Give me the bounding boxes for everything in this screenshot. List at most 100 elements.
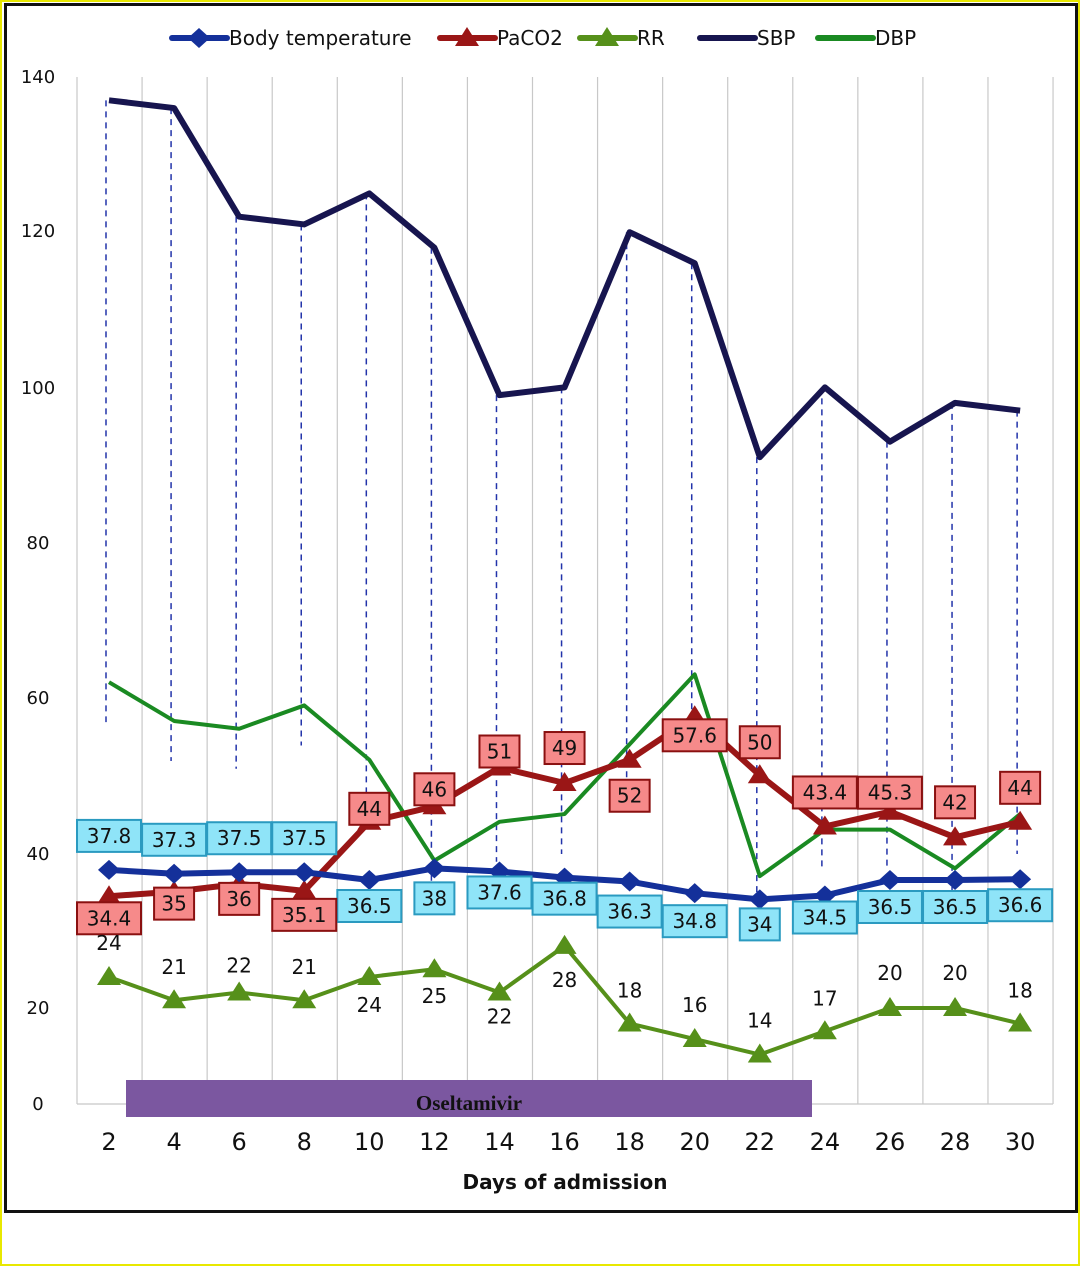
- legend-label: SBP: [757, 26, 795, 50]
- data-labels: 37.8 37.3 37.5 37.5 36.5 38 37.6 36.8 36.3 34.8 34…: [76, 718, 1054, 1033]
- data-label-box: [791, 900, 858, 935]
- data-label: 25: [422, 984, 447, 1008]
- legend-triangle-icon: [595, 27, 619, 46]
- x-tick-label: 6: [232, 1128, 247, 1156]
- x-tick-label: 28: [940, 1128, 971, 1156]
- x-tick-label: 24: [810, 1128, 841, 1156]
- data-point-triangle: [292, 989, 317, 1009]
- data-point-triangle: [487, 981, 512, 1001]
- data-label-box: [76, 818, 142, 853]
- data-label: 24: [357, 993, 382, 1017]
- data-label: 37.5: [217, 826, 262, 850]
- data-label: 17: [812, 986, 837, 1010]
- data-label-box: [922, 889, 989, 924]
- data-label-box: [466, 875, 533, 910]
- data-point-triangle: [877, 800, 902, 820]
- data-label: 36.5: [347, 894, 392, 918]
- data-label: 28: [552, 968, 577, 992]
- data-label: 51: [487, 740, 512, 764]
- data-label: 37.8: [87, 824, 132, 848]
- data-label-box: [531, 881, 598, 916]
- data-point-triangle: [227, 981, 252, 1001]
- data-point-triangle: [617, 748, 642, 768]
- data-label: 37.3: [152, 828, 197, 852]
- data-label: 16: [682, 993, 707, 1017]
- chart-frame: [4, 3, 1078, 1213]
- x-tick-label: 26: [875, 1128, 906, 1156]
- data-point-diamond: [423, 858, 446, 879]
- x-tick-label: 18: [614, 1128, 645, 1156]
- x-tick-label: 20: [679, 1128, 710, 1156]
- data-label: 35.1: [282, 903, 327, 927]
- data-label-box: [987, 888, 1054, 923]
- data-label: 37.6: [477, 880, 522, 904]
- x-tick-label: 8: [297, 1128, 312, 1156]
- data-point-triangle: [1008, 1012, 1033, 1032]
- data-point-triangle: [292, 879, 317, 899]
- data-label: 34.8: [672, 909, 717, 933]
- data-label-box: [934, 785, 977, 820]
- series-line-dbp: [107, 672, 1022, 879]
- data-label: 46: [422, 777, 447, 801]
- y-tick-label: 60: [27, 688, 50, 709]
- legend-label: Body temperature: [229, 26, 412, 50]
- legend: Body temperature PaCO2 RR SBP DBP: [169, 26, 916, 50]
- data-label: 44: [357, 797, 382, 821]
- treatment-bar-group: Oseltamivir: [126, 1080, 812, 1117]
- data-point-diamond: [228, 862, 251, 883]
- data-point-triangle: [97, 965, 121, 985]
- data-label-box: [218, 881, 261, 916]
- y-tick-label: 140: [21, 67, 55, 88]
- data-label: 52: [617, 784, 642, 808]
- data-label: 22: [226, 953, 251, 977]
- data-label-box: [271, 821, 338, 856]
- data-label-box: [738, 907, 781, 942]
- data-label: 36.8: [542, 887, 587, 911]
- data-label: 43.4: [803, 780, 848, 804]
- data-label: 21: [292, 955, 317, 979]
- data-label-box: [271, 897, 338, 932]
- data-label-box: [661, 904, 728, 939]
- data-label: 21: [161, 955, 186, 979]
- data-point-triangle: [812, 815, 837, 835]
- data-label: 42: [942, 790, 967, 814]
- data-point-diamond: [944, 869, 967, 890]
- data-label: 38: [422, 886, 447, 910]
- x-tick-label: 14: [484, 1128, 515, 1156]
- data-label: 37.5: [282, 826, 327, 850]
- data-label: 20: [877, 961, 902, 985]
- data-point-triangle: [1008, 810, 1033, 830]
- data-label: 18: [1007, 979, 1032, 1003]
- data-label-box: [348, 791, 391, 826]
- data-label: 18: [617, 979, 642, 1003]
- data-point-diamond: [163, 863, 186, 884]
- y-tick-label: 80: [27, 533, 50, 554]
- data-label-box: [141, 822, 208, 857]
- oseltamivir-label: Oseltamivir: [416, 1091, 522, 1115]
- data-label-box: [661, 718, 728, 753]
- x-axis-ticks: 2 4 6 8 10 12 14 16 18 20 22 24 26 28 30: [101, 1128, 1035, 1156]
- x-axis-title: Days of admission: [463, 1170, 668, 1194]
- data-label: 44: [1007, 776, 1032, 800]
- data-point-triangle: [617, 1012, 642, 1032]
- y-tick-label: 40: [27, 844, 50, 865]
- data-label: 36.5: [933, 895, 978, 919]
- data-point-triangle: [877, 997, 902, 1016]
- series-line-sbp: [108, 97, 1021, 461]
- data-label-box: [999, 770, 1042, 805]
- y-axis-ticks: 0 20 40 60 80 100 120 140: [21, 67, 55, 1115]
- legend-label: DBP: [875, 26, 916, 50]
- data-label: 34.4: [87, 906, 132, 930]
- data-label: 22: [487, 1004, 512, 1028]
- data-point-triangle: [943, 997, 968, 1016]
- data-label-box: [543, 731, 586, 766]
- data-label: 14: [747, 1009, 772, 1033]
- data-label: 35: [161, 892, 186, 916]
- data-label-box: [336, 888, 403, 923]
- data-label-box: [856, 775, 923, 810]
- x-tick-label: 4: [166, 1128, 181, 1156]
- legend-label: RR: [637, 26, 665, 50]
- data-point-triangle: [422, 958, 447, 978]
- x-tick-label: 2: [101, 1128, 116, 1156]
